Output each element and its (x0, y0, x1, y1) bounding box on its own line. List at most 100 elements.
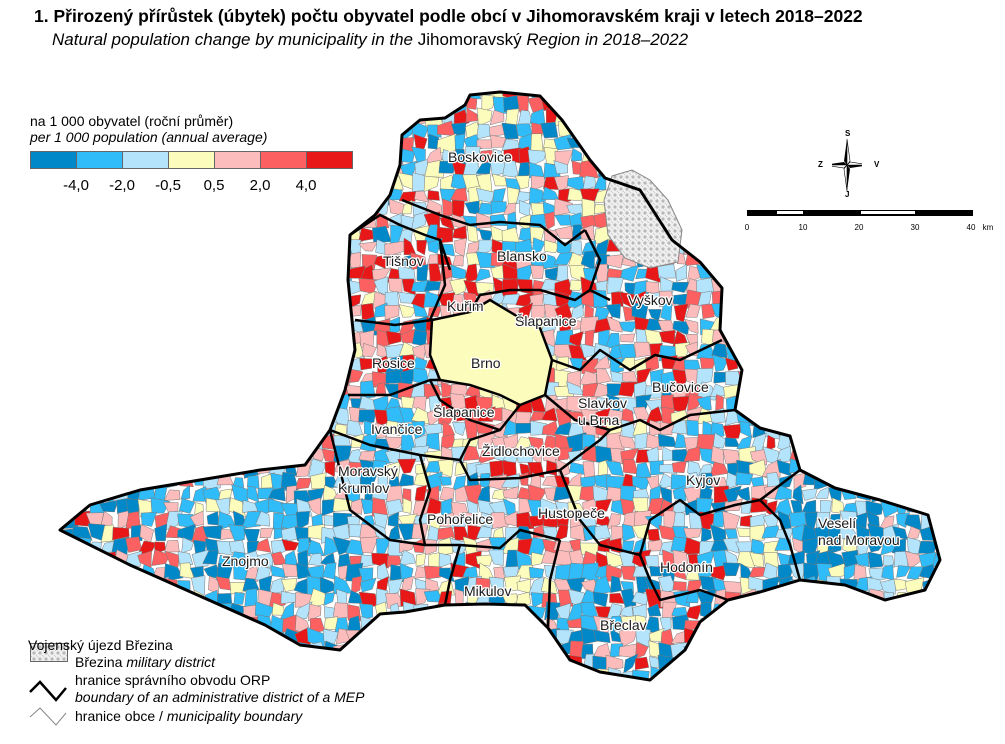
municipality (713, 174, 727, 192)
municipality (735, 263, 752, 283)
municipality (410, 631, 430, 645)
municipality (774, 251, 794, 269)
municipality (793, 472, 807, 491)
municipality (74, 619, 92, 632)
municipality (138, 384, 151, 401)
municipality (610, 138, 622, 149)
municipality (918, 133, 936, 154)
municipality (140, 463, 156, 475)
municipality (85, 316, 103, 335)
municipality (139, 394, 158, 413)
municipality (75, 433, 91, 453)
district-label: Bučovice (652, 379, 709, 395)
municipality (634, 432, 651, 450)
municipality (86, 590, 103, 607)
municipality (764, 381, 781, 400)
municipality (800, 185, 817, 206)
municipality (857, 240, 872, 255)
municipality (75, 92, 92, 102)
municipality (87, 485, 104, 503)
municipality (789, 343, 805, 361)
municipality (540, 92, 559, 100)
municipality (60, 212, 65, 230)
municipality (727, 319, 738, 332)
municipality (476, 139, 493, 149)
municipality (332, 666, 352, 680)
municipality (294, 477, 312, 490)
municipality (154, 397, 167, 412)
municipality (306, 420, 326, 440)
municipality (919, 229, 937, 245)
municipality (660, 175, 678, 189)
municipality (358, 409, 377, 423)
municipality (722, 293, 743, 310)
municipality (671, 460, 687, 473)
municipality (918, 396, 937, 414)
municipality (787, 383, 804, 401)
municipality (542, 642, 560, 660)
municipality (553, 251, 574, 265)
district-label: Mikulov (464, 583, 511, 599)
municipality (60, 510, 64, 530)
municipality (568, 212, 583, 228)
municipality (933, 109, 940, 126)
municipality (701, 92, 716, 101)
municipality (61, 345, 74, 361)
municipality (816, 329, 831, 349)
municipality (840, 278, 859, 294)
municipality (931, 685, 949, 698)
municipality (125, 616, 145, 632)
district-label: Brno (471, 355, 501, 371)
municipality (853, 563, 867, 580)
municipality (398, 473, 414, 487)
region-outline (58, 90, 942, 682)
municipality (530, 133, 544, 153)
municipality (841, 409, 859, 426)
municipality (76, 253, 92, 270)
municipality (946, 356, 962, 373)
municipality (801, 654, 818, 672)
municipality (880, 630, 898, 648)
municipality (177, 615, 193, 634)
municipality (891, 92, 908, 99)
municipality (646, 433, 662, 451)
municipality (738, 329, 754, 347)
municipality (802, 629, 816, 646)
municipality (449, 514, 469, 530)
municipality (374, 135, 392, 152)
municipality (269, 408, 286, 423)
municipality (648, 125, 663, 138)
municipality (346, 654, 366, 674)
municipality (372, 681, 385, 693)
municipality (413, 617, 429, 634)
municipality (622, 679, 637, 680)
municipality (489, 407, 504, 422)
municipality (921, 108, 938, 127)
municipality (944, 460, 963, 478)
municipality (229, 174, 249, 193)
municipality (206, 347, 219, 360)
municipality (256, 343, 269, 362)
scale-tick: 10 (798, 223, 808, 232)
municipality (322, 126, 337, 141)
municipality (243, 328, 257, 347)
municipality (739, 133, 753, 153)
municipality (713, 371, 727, 384)
municipality (917, 641, 934, 655)
municipality (787, 92, 805, 100)
municipality (254, 421, 272, 440)
municipality (335, 358, 349, 372)
municipality (503, 669, 520, 680)
municipality (722, 238, 740, 253)
municipality (399, 549, 416, 566)
municipality (268, 330, 288, 349)
municipality (866, 627, 881, 643)
municipality (60, 474, 75, 488)
municipality (763, 214, 777, 232)
municipality (152, 224, 171, 244)
municipality (178, 628, 195, 645)
municipality (701, 148, 713, 164)
municipality (176, 370, 193, 386)
municipality (947, 344, 961, 358)
municipality (619, 605, 634, 619)
